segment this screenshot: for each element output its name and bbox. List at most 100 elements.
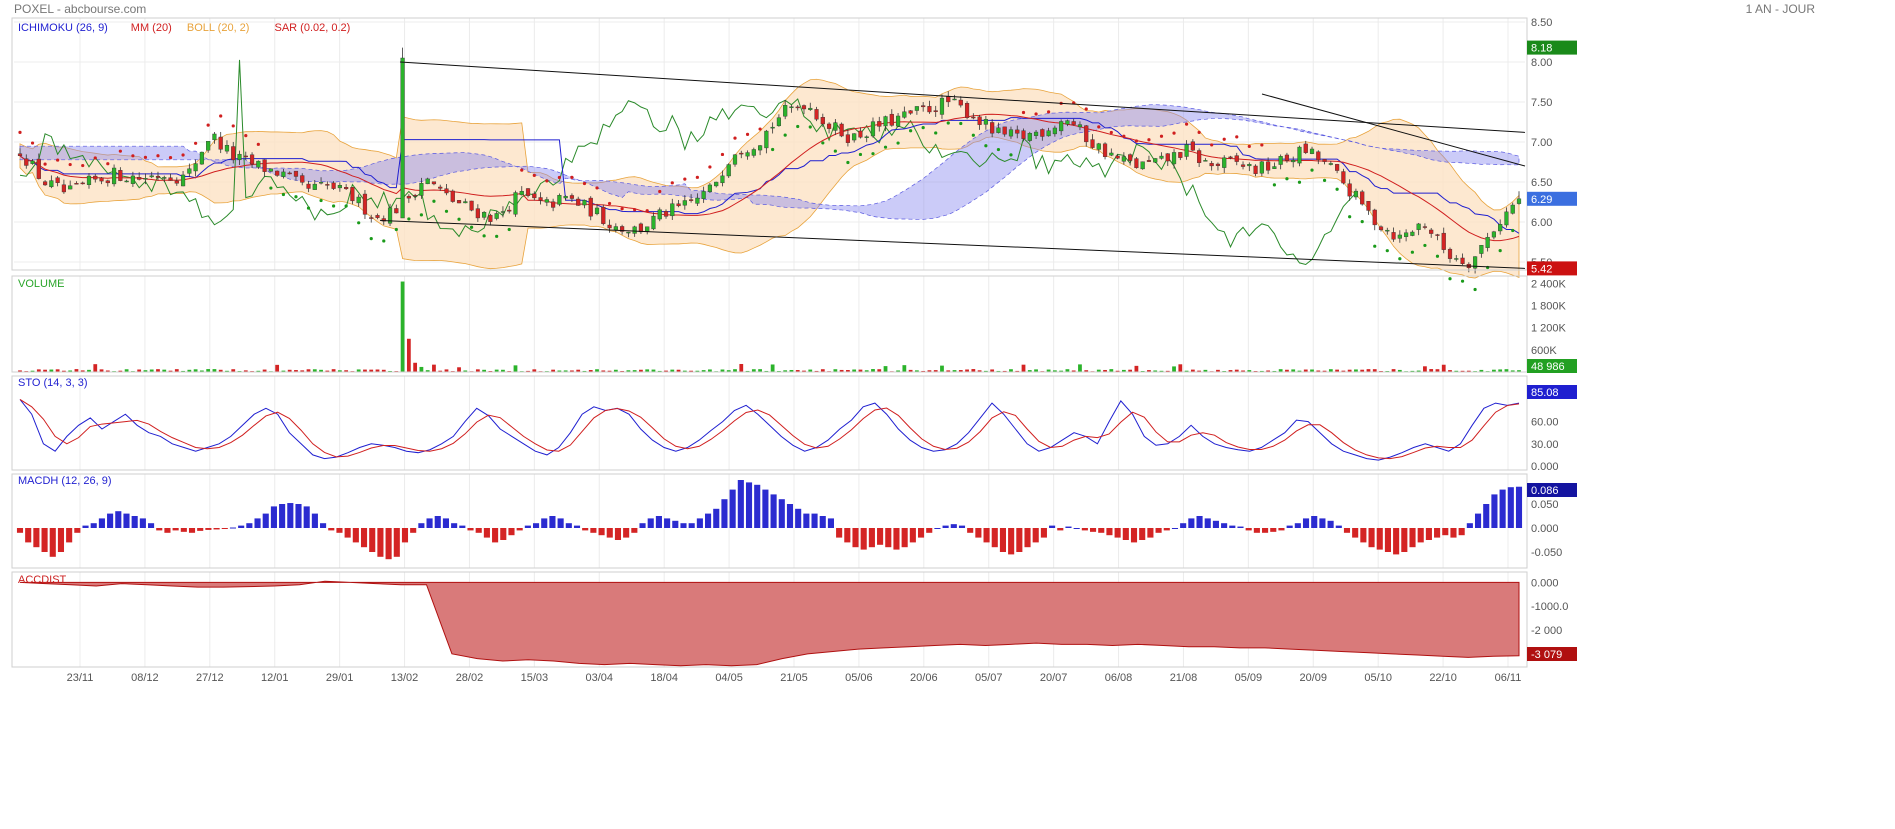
candle <box>456 200 462 204</box>
volume-bar <box>551 369 556 372</box>
candle <box>858 130 863 138</box>
volume-bar <box>632 370 637 372</box>
sar-dot <box>81 163 85 168</box>
panel-frame <box>11 275 1528 373</box>
accdist-tick-label: -2 000 <box>1531 625 1562 637</box>
volume-bar <box>99 369 104 372</box>
sar-dot <box>1147 138 1151 142</box>
macd-bar <box>1057 528 1064 531</box>
macd-bar <box>598 528 605 536</box>
volume-bar <box>927 370 932 372</box>
macd-bar <box>721 499 728 528</box>
volume-bar <box>965 369 969 372</box>
volume-bar <box>1366 369 1371 372</box>
volume-bar <box>218 369 223 372</box>
sar-dot <box>68 162 72 167</box>
candle <box>356 196 361 204</box>
macd-bar <box>958 525 966 528</box>
price-badge <box>1527 191 1577 206</box>
candle <box>30 160 35 164</box>
macd-bar <box>942 525 949 528</box>
macd-bar <box>410 528 417 533</box>
candle <box>1209 163 1214 167</box>
macd-bar <box>107 513 114 528</box>
candle <box>1096 143 1101 150</box>
macd-bar <box>1442 528 1449 536</box>
candle <box>406 195 411 199</box>
ichimoku-lagging-line <box>19 59 1357 266</box>
candle <box>663 211 669 217</box>
candle <box>494 213 499 219</box>
macd-bar <box>279 504 286 528</box>
candle <box>1491 231 1497 238</box>
volume-bar <box>576 369 581 372</box>
candle <box>262 159 267 172</box>
candle <box>1190 141 1195 151</box>
volume-bar <box>1347 369 1352 372</box>
volume-bar <box>262 369 267 372</box>
volume-bar <box>839 369 844 372</box>
volume-bar <box>281 370 286 372</box>
ichimoku-cloud <box>19 104 1520 220</box>
macd-bar <box>778 499 785 528</box>
sar-dot <box>1084 107 1088 111</box>
volume-bar <box>1178 364 1183 372</box>
macd-bar <box>197 528 204 531</box>
sar-dot <box>382 239 386 243</box>
macd-bar <box>352 528 359 543</box>
candle <box>1291 160 1296 163</box>
volume-bar <box>1216 369 1220 372</box>
candle <box>952 98 957 101</box>
candle <box>582 199 587 206</box>
candle <box>770 126 775 129</box>
x-tick-label: 06/11 <box>1495 672 1522 684</box>
sto-legend: STO (14, 3, 3) <box>18 377 88 389</box>
candle <box>231 146 236 161</box>
volume-bar <box>921 370 926 372</box>
volume-bar <box>105 370 110 372</box>
candle <box>682 200 687 206</box>
candle <box>801 105 807 110</box>
volume-bar <box>883 366 888 372</box>
candle <box>814 109 819 120</box>
volume-bar <box>225 370 229 372</box>
macd-bar <box>1130 528 1138 543</box>
x-tick-label: 18/04 <box>650 672 678 684</box>
candle <box>1253 165 1258 174</box>
volume-bar <box>319 369 323 372</box>
price-tick-label: 8.50 <box>1531 17 1552 29</box>
volume-bar <box>1391 369 1396 372</box>
candle <box>1404 232 1409 237</box>
candle <box>852 133 857 141</box>
volume-bar <box>958 370 963 372</box>
volume-bar <box>783 370 788 372</box>
candle <box>1278 156 1283 165</box>
x-tick-label: 21/08 <box>1170 672 1198 684</box>
volume-bar <box>557 370 562 372</box>
macd-bar <box>582 528 589 531</box>
macd-bar <box>1049 525 1056 528</box>
sar-dot <box>419 213 424 217</box>
candle <box>1335 164 1340 171</box>
macd-bar <box>66 528 73 543</box>
volume-bar <box>1517 370 1521 372</box>
candle <box>701 191 706 199</box>
sar-dot <box>357 221 361 225</box>
candle <box>482 212 487 218</box>
macd-bar <box>713 508 720 528</box>
volume-bar <box>1027 370 1032 372</box>
sar-dot <box>833 149 837 153</box>
x-tick-label: 05/06 <box>845 672 873 684</box>
candle <box>513 192 518 215</box>
trend-line-second <box>1261 93 1526 167</box>
macd-bar <box>647 518 654 528</box>
macd-bar <box>1384 528 1391 552</box>
sar-dot <box>168 156 173 160</box>
volume-bar <box>1172 366 1176 372</box>
sar-dot <box>118 149 122 153</box>
sar-dot <box>469 225 474 229</box>
volume-bar <box>1084 370 1089 372</box>
volume-bar <box>588 370 593 372</box>
x-tick-label: 03/04 <box>586 672 614 684</box>
candle <box>1008 129 1014 137</box>
